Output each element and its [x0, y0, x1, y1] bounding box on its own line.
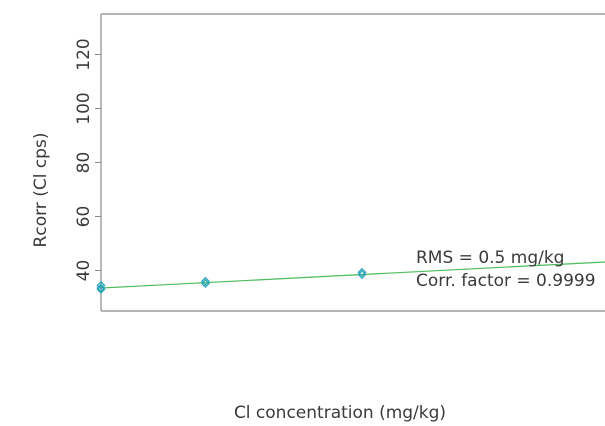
y-ticks: 40 60 80 100 120	[74, 38, 101, 281]
data-point	[200, 278, 210, 288]
y-tick-label: 60	[74, 206, 94, 228]
y-tick-label: 100	[74, 92, 94, 124]
fit-line	[100, 261, 605, 289]
y-axis-title: Rcorr (Cl cps)	[31, 133, 51, 248]
rms-annotation: RMS = 0.5 mg/kg	[416, 248, 564, 268]
data-point	[96, 280, 106, 290]
data-points	[96, 267, 367, 294]
x-axis-title: Cl concentration (mg/kg)	[234, 403, 446, 423]
data-point	[200, 276, 210, 286]
data-point	[357, 267, 367, 277]
corr-factor-annotation: Corr. factor = 0.9999	[416, 271, 596, 291]
y-tick-label: 120	[74, 38, 94, 70]
y-tick-label: 40	[74, 260, 94, 282]
y-tick-label: 80	[74, 152, 94, 174]
data-point	[96, 284, 106, 294]
